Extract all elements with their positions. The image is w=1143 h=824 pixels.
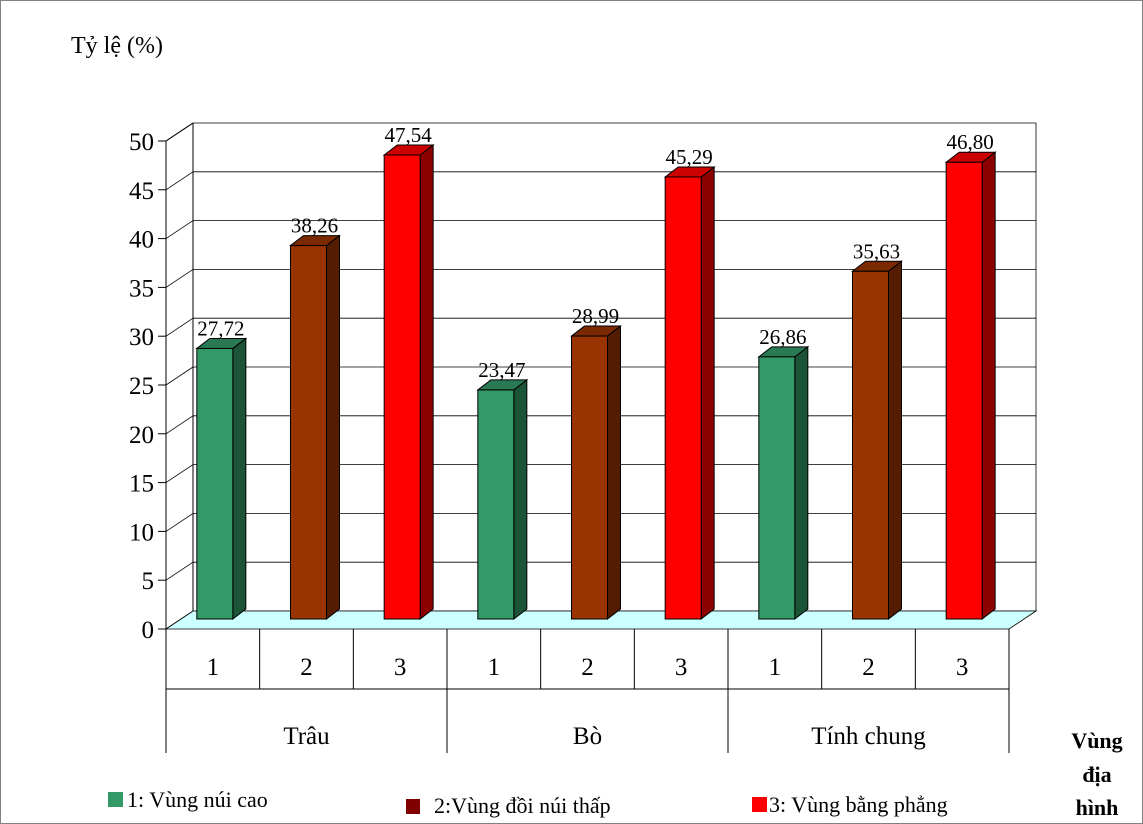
bar-1-2 — [290, 245, 327, 620]
ytick-label-40: 40 — [129, 227, 154, 254]
ytick-label-15: 15 — [129, 471, 154, 498]
data-label-1-1: 27,72 — [197, 316, 244, 340]
bar-side-1-2 — [326, 234, 340, 621]
ytick-label-30: 30 — [129, 324, 154, 351]
bars — [195, 143, 997, 621]
bar-3-2 — [852, 270, 889, 620]
data-labels: 27,72 38,26 47,54 23,47 28,99 45,29 26,86 35,63… — [197, 123, 994, 382]
y-axis-top-connector — [165, 122, 194, 142]
axes: 0 5 10 15 20 25 30 35 40 45 50 — [129, 122, 1037, 644]
bar-side-2-3 — [700, 165, 715, 621]
data-label-3-3: 46,80 — [947, 130, 994, 154]
legend-swatch-1 — [108, 792, 123, 807]
gridline-depth-30 — [165, 317, 194, 337]
sub-label-3-2: 2 — [862, 654, 875, 681]
sub-label-2-2: 2 — [581, 654, 594, 681]
legend-label-3: 3: Vùng bằng phẳng — [769, 792, 948, 817]
bar-2-2 — [571, 335, 608, 620]
x-axis-title-line-2: địa — [1082, 762, 1111, 787]
data-label-1-3: 47,54 — [385, 123, 433, 147]
ytick-label-0: 0 — [142, 617, 155, 644]
ytick-label-25: 25 — [129, 373, 154, 400]
ytick-label-45: 45 — [129, 178, 154, 205]
x-axis-title-line-3: hình — [1076, 795, 1119, 820]
sub-label-3-3: 3 — [956, 654, 969, 681]
ytick-label-5: 5 — [142, 568, 155, 595]
bar-1-3 — [383, 154, 421, 620]
sub-label-1-1: 1 — [207, 654, 220, 681]
bar-side-1-1 — [232, 337, 247, 621]
bar-side-1-3 — [419, 143, 434, 621]
bar-side-3-3 — [981, 151, 996, 621]
gridline-depth-10 — [165, 513, 194, 532]
sub-label-2-3: 3 — [675, 654, 688, 681]
bar-3-3 — [945, 161, 983, 620]
group-label-1: Trâu — [283, 723, 330, 750]
data-label-2-3: 45,29 — [666, 145, 713, 169]
x-axis-title-line-1: Vùng — [1071, 728, 1122, 753]
sub-label-3-1: 1 — [769, 654, 782, 681]
legend-swatch-2 — [406, 799, 420, 814]
sub-label-2-1: 1 — [488, 654, 501, 681]
bar-side-2-2 — [607, 325, 621, 621]
ytick-label-35: 35 — [129, 275, 154, 302]
x-axis-table: Trâu 1 2 3 Bò 1 2 3 Tính chung 1 2 3 — [165, 629, 1010, 753]
gridline-depth-25 — [165, 366, 194, 386]
gridline-depth-15 — [165, 464, 194, 483]
sub-label-1-3: 3 — [394, 654, 407, 681]
gridline-depth-20 — [165, 415, 194, 435]
bar-2-1 — [477, 389, 515, 620]
legend-label-2: 2:Vùng đồi núi thấp — [434, 793, 611, 818]
ytick-label-10: 10 — [129, 519, 154, 546]
bar-2-3 — [664, 176, 702, 620]
bar-side-2-1 — [513, 378, 528, 621]
data-label-2-2: 28,99 — [572, 304, 619, 328]
bar-side-3-1 — [794, 345, 809, 621]
legend: 1: Vùng núi cao 2:Vùng đồi núi thấp 3: V… — [108, 787, 948, 818]
sub-label-1-2: 2 — [300, 654, 313, 681]
legend-label-1: 1: Vùng núi cao — [127, 787, 268, 812]
legend-swatch-3 — [752, 797, 767, 812]
gridline-depth-5 — [165, 561, 194, 581]
y-axis-title: Tỷ lệ (%) — [71, 33, 163, 59]
data-label-3-1: 26,86 — [759, 325, 806, 349]
gridline-depth-45 — [165, 171, 194, 191]
bar-side-3-2 — [888, 260, 902, 621]
data-label-1-2: 38,26 — [291, 214, 338, 238]
bar-3-1 — [758, 356, 796, 620]
gridline-depth-40 — [165, 220, 194, 239]
group-label-2: Bò — [573, 723, 602, 750]
bar-1-1 — [196, 347, 234, 620]
data-label-3-2: 35,63 — [853, 239, 900, 263]
gridline-depth-35 — [165, 269, 194, 288]
data-label-2-1: 23,47 — [478, 358, 525, 382]
group-label-3: Tính chung — [811, 723, 926, 750]
ytick-label-50: 50 — [129, 129, 154, 156]
ytick-label-20: 20 — [129, 422, 154, 449]
